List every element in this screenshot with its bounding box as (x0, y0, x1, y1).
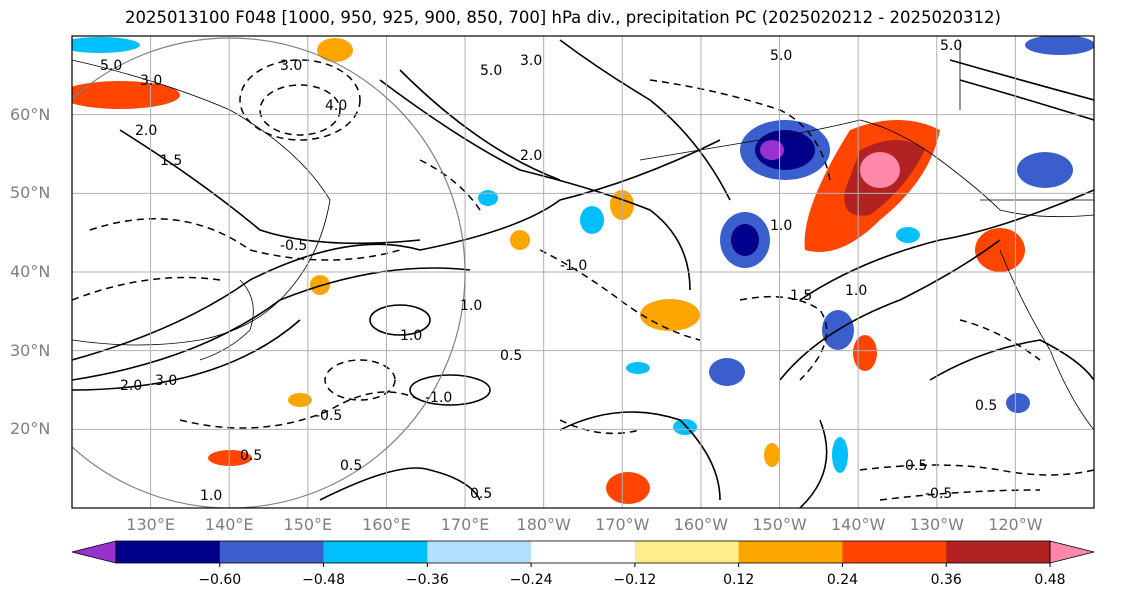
colorbar-segment (427, 541, 532, 563)
contour-label: -0.5 (900, 458, 927, 474)
contour-label: -0.5 (280, 238, 307, 254)
colorbar-tick-label: −0.24 (509, 572, 553, 588)
contour-label: 2.0 (135, 123, 157, 139)
contour-label: 3.0 (140, 73, 162, 89)
contour-label: 1.5 (790, 288, 812, 304)
colorbar-tick-label: −0.36 (405, 572, 449, 588)
contour-label: 2.0 (520, 148, 542, 164)
longitude-label: 170°W (595, 515, 650, 534)
colorbar-segment (116, 541, 221, 563)
colorbar-segment (219, 541, 325, 563)
contour-label: 4.0 (325, 98, 347, 114)
latitude-label: 50°N (10, 183, 51, 203)
map-title: 2025013100 F048 [1000, 950, 925, 900, 85… (125, 8, 1001, 27)
colorbar-tick-label: −0.12 (613, 572, 657, 588)
colorbar-segment (634, 541, 740, 563)
contour-label: 5.0 (770, 48, 792, 64)
contour-label: 5.0 (940, 38, 962, 54)
contour-label: -0.5 (315, 408, 342, 424)
longitude-label: 150°W (752, 515, 807, 534)
contour-label: 1.5 (160, 153, 182, 169)
latitude-label: 40°N (10, 262, 51, 281)
colorbar-tick-label: −0.48 (302, 572, 345, 588)
longitude-label: 170°E (440, 515, 490, 534)
colorbar-outline (115, 540, 1051, 564)
contour-label: 3.0 (520, 53, 542, 69)
contour-label: 0.5 (470, 486, 492, 502)
longitude-label: 140°E (204, 515, 254, 534)
contour-label: 3.0 (155, 373, 177, 389)
contour-layer (72, 39, 1094, 508)
contour-label: 0.5 (500, 348, 522, 364)
coastline-layer (72, 40, 1094, 431)
contour-label: 5.0 (480, 63, 502, 79)
colorbar-extend-low (71, 540, 117, 564)
contour-label: 5.0 (100, 58, 122, 74)
colorbar-tick-label: 0.12 (723, 572, 755, 588)
colorbar-extend-high (1049, 540, 1095, 564)
contour-label: -1.0 (425, 390, 452, 406)
colorbar-segment (946, 541, 1051, 563)
longitude-label: 120°W (988, 515, 1043, 534)
longitude-label: 130°E (126, 515, 175, 534)
contour-label: 1.0 (460, 298, 482, 314)
colorbar-segment (738, 541, 843, 563)
longitude-label: 180°W (516, 515, 571, 534)
contour-label: 0.5 (975, 398, 997, 414)
contour-label: 1.0 (200, 488, 222, 504)
contour-label: -0.5 (925, 486, 952, 502)
colorbar-tick-label: 0.36 (930, 572, 962, 588)
dashed-contours (72, 59, 1094, 501)
colorbar-segment (323, 541, 428, 563)
contour-label: 1.0 (770, 218, 792, 234)
contour-label: 1.0 (845, 283, 867, 299)
latitude-label: 30°N (10, 340, 51, 360)
contour-label: -1.0 (560, 258, 587, 274)
longitude-label: 160°E (362, 515, 411, 534)
contour-label-group: 5.0 3.0 2.0 1.5 3.0 4.0 5.0 3.0 2.0 5.0 … (100, 38, 997, 504)
colorbar-tick-label: 0.24 (826, 572, 859, 588)
colorbar-segment (842, 541, 947, 563)
map-border (71, 35, 1095, 509)
latitude-label: 20°N (10, 419, 51, 439)
contour-label: 3.0 (280, 58, 302, 74)
longitude-label: 160°W (673, 515, 729, 534)
contour-label: 2.0 (120, 378, 142, 394)
colorbar-tick-label: −0.60 (198, 572, 242, 588)
contour-label: 0.5 (340, 458, 362, 474)
colorbar-segment (531, 541, 636, 563)
contour-label: 1.0 (400, 328, 422, 344)
graticule (72, 36, 1094, 508)
longitude-label: 130°W (909, 515, 964, 534)
range-circle (72, 37, 466, 508)
colorbar (71, 540, 1095, 567)
longitude-label: 140°W (830, 515, 886, 534)
longitude-label: 150°E (283, 515, 333, 534)
contour-label: 0.5 (240, 448, 262, 464)
colorbar-tick-label: 0.48 (1034, 572, 1066, 588)
latitude-label: 60°N (10, 104, 51, 124)
